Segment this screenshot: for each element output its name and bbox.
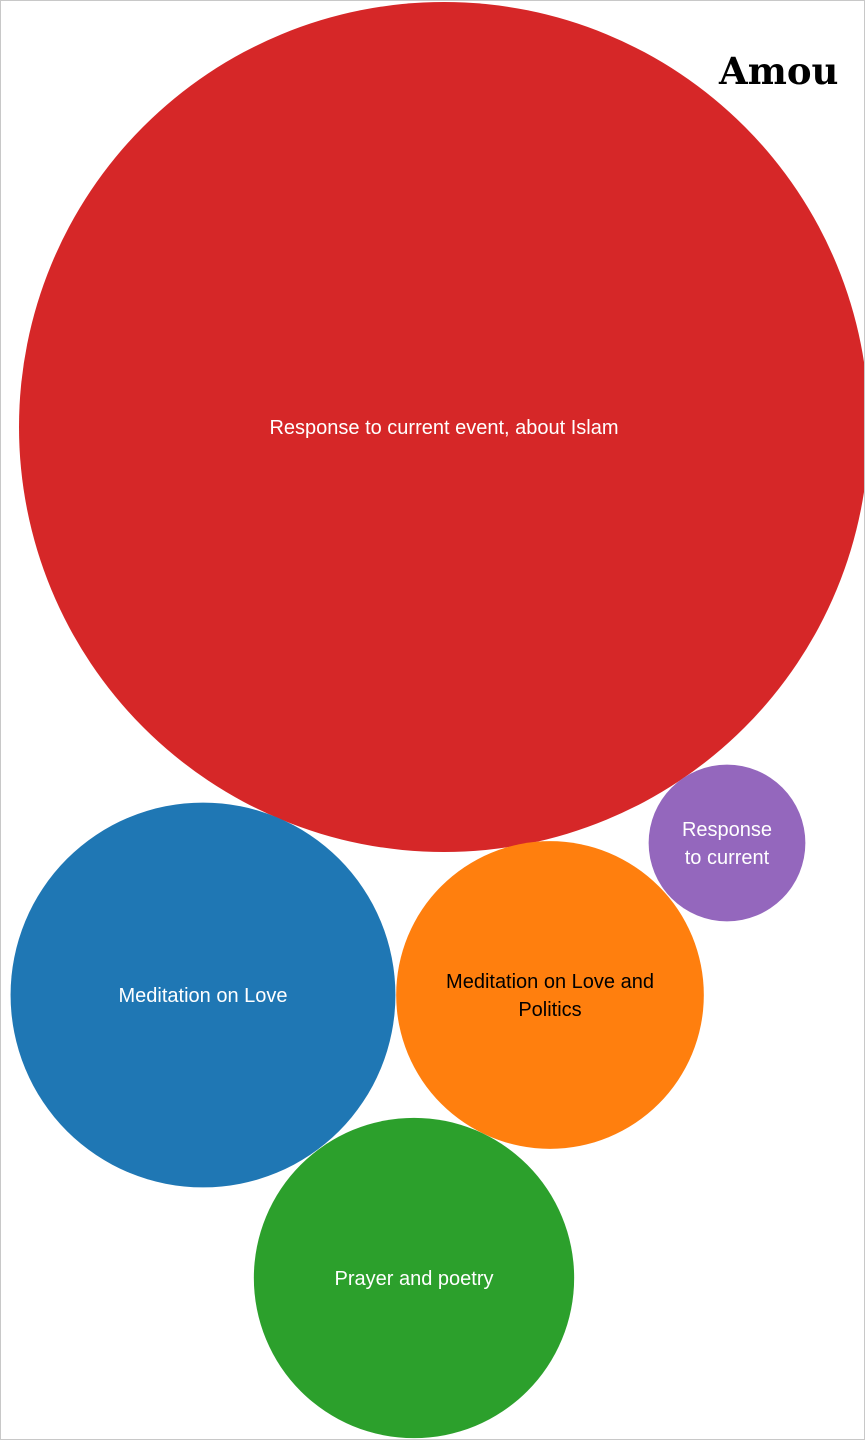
bubble-response-to-current-event-about-islam[interactable]: Response to current event, about Islam — [19, 2, 865, 852]
bubble-label-response-to-current: Response — [682, 819, 772, 841]
bubble-label-meditation-on-love: Meditation on Love — [118, 985, 287, 1007]
bubble-circle-prayer-and-poetry[interactable] — [253, 1117, 575, 1439]
bubble-label-meditation-on-love-and-politics: Politics — [518, 999, 581, 1021]
bubble-label-meditation-on-love-and-politics: Meditation on Love and — [446, 971, 654, 993]
bubble-circle-meditation-on-love-and-politics[interactable] — [396, 841, 704, 1149]
bubble-meditation-on-love[interactable]: Meditation on Love — [10, 802, 396, 1188]
bubble-label-prayer-and-poetry: Prayer and poetry — [335, 1268, 494, 1290]
bubble-circle-response-to-current[interactable] — [648, 764, 806, 922]
bubble-meditation-on-love-and-politics[interactable]: Meditation on Love and Politics — [396, 841, 704, 1149]
bubble-response-to-current[interactable]: Response to current — [648, 764, 806, 922]
bubble-prayer-and-poetry[interactable]: Prayer and poetry — [253, 1117, 575, 1439]
bubble-label-response-to-current-event-about-islam: Response to current event, about Islam — [269, 417, 618, 439]
bubble-circle-meditation-on-love[interactable] — [10, 802, 396, 1188]
bubble-circle-response-to-current-event-about-islam[interactable] — [19, 2, 865, 852]
page-title: Amou — [719, 49, 839, 93]
bubble-label-response-to-current: to current — [685, 847, 770, 869]
